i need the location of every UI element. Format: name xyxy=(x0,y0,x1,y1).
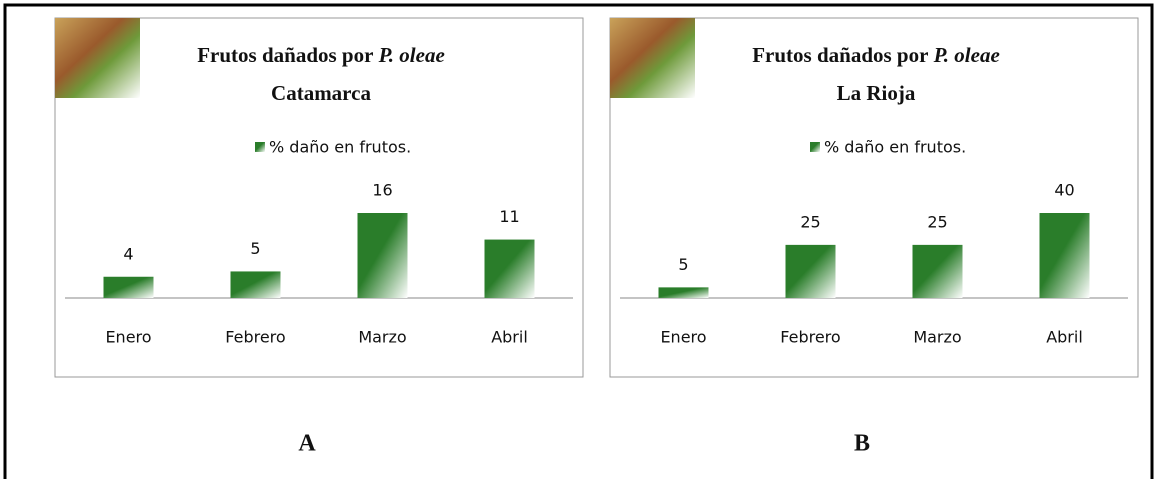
data-label: 16 xyxy=(372,181,392,200)
chart-panel: Frutos dañados por P. oleae La Rioja % dañ… xyxy=(609,17,1139,457)
data-label: 4 xyxy=(123,244,133,263)
x-tick-label: Enero xyxy=(105,328,151,347)
x-tick-label: Febrero xyxy=(780,328,840,347)
legend-label: % daño en frutos. xyxy=(269,138,411,157)
legend-swatch xyxy=(810,142,820,152)
bar xyxy=(103,276,154,298)
x-tick-label: Abril xyxy=(1046,328,1083,347)
chart-title: Frutos dañados por P. oleae xyxy=(197,43,445,67)
data-label: 25 xyxy=(927,212,947,231)
data-label: 25 xyxy=(800,212,820,231)
data-label: 11 xyxy=(499,207,519,226)
title-text: Frutos dañados por xyxy=(197,43,378,67)
data-label: 5 xyxy=(250,239,260,258)
legend-label: % daño en frutos. xyxy=(824,138,966,157)
x-tick-label: Enero xyxy=(660,328,706,347)
figure-frame xyxy=(3,3,1154,479)
panel-label: A xyxy=(298,431,316,457)
x-tick-label: Marzo xyxy=(358,328,406,347)
bar xyxy=(484,239,535,298)
x-tick-label: Marzo xyxy=(913,328,961,347)
panel-label: B xyxy=(854,431,870,457)
bar xyxy=(658,287,709,298)
chart-subtitle: Catamarca xyxy=(271,81,371,105)
x-tick-label: Abril xyxy=(491,328,528,347)
bar xyxy=(230,271,281,298)
title-species: P. oleae xyxy=(378,43,445,67)
x-tick-label: Febrero xyxy=(225,328,285,347)
data-label: 5 xyxy=(678,255,688,274)
title-species: P. oleae xyxy=(933,43,1000,67)
chart-frame xyxy=(609,17,1139,378)
bar xyxy=(912,244,963,298)
title-text: Frutos dañados por xyxy=(752,43,933,67)
legend-swatch xyxy=(255,142,265,152)
bar xyxy=(357,213,408,298)
chart-subtitle: La Rioja xyxy=(837,81,916,105)
chart-title: Frutos dañados por P. oleae xyxy=(752,43,1000,67)
chart-frame xyxy=(54,17,584,378)
chart-picture xyxy=(55,18,140,98)
chart-panel: Frutos dañados por P. oleae Catamarca % da… xyxy=(54,17,584,457)
chart-picture xyxy=(610,18,695,98)
data-label: 40 xyxy=(1054,181,1074,200)
bar xyxy=(1039,213,1090,298)
bar xyxy=(785,244,836,298)
